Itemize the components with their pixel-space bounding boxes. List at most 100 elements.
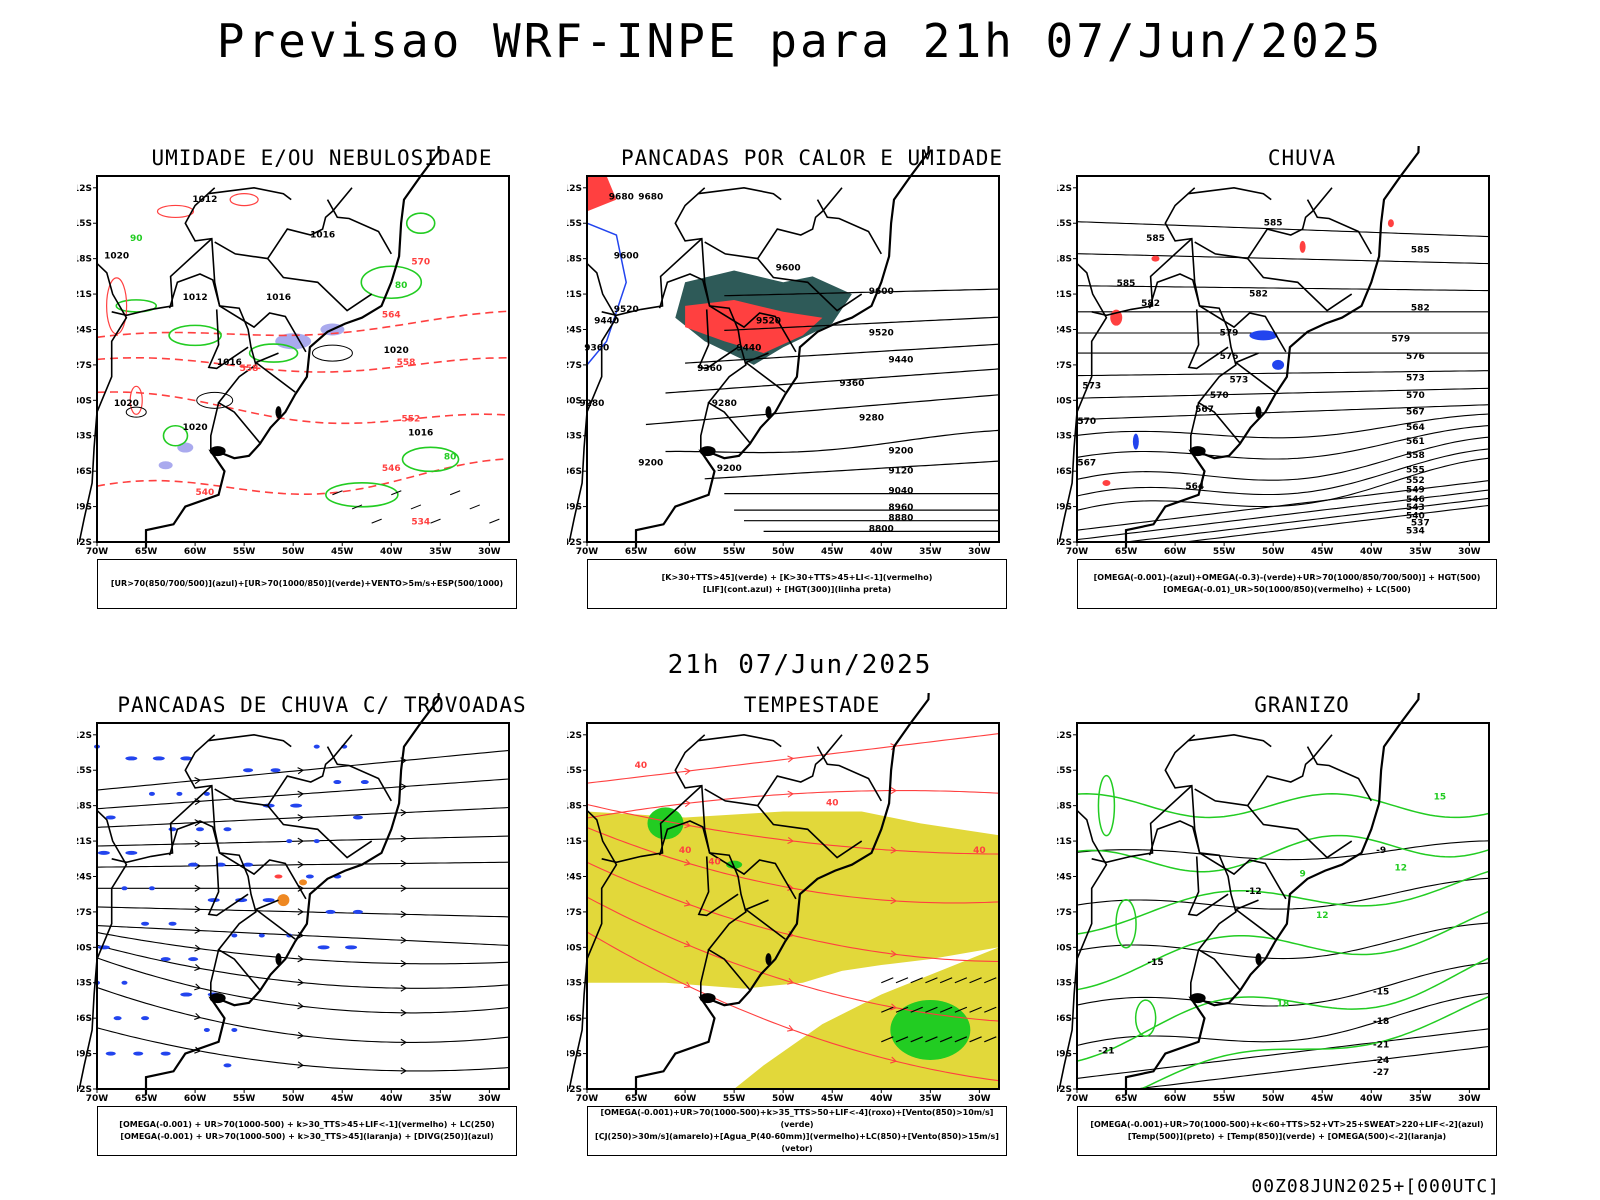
- divergence-blue-blob: [188, 957, 199, 962]
- lat-tick-label: 12S: [77, 184, 92, 194]
- legend-line: [OMEGA(-0.001)-(azul)+OMEGA(-0.3)-(verde…: [1093, 573, 1481, 582]
- contour-label: 546: [382, 464, 401, 474]
- lat-tick-label: 15S: [567, 219, 582, 229]
- contour-label: 564: [1406, 423, 1425, 433]
- divergence-blue-blob: [207, 898, 220, 903]
- divergence-blue-blob: [180, 756, 193, 761]
- wind-vector: [881, 1006, 894, 1013]
- panel-pancadas-calor: PANCADAS POR CALOR E UMIDADE 9680 9680 960…: [567, 146, 1057, 626]
- lat-tick-label: 15S: [1057, 219, 1072, 229]
- streamline-arrow: [194, 840, 202, 848]
- lat-tick-label: 18S: [567, 255, 582, 265]
- lat-tick-label: 30S: [1057, 943, 1072, 953]
- contour-label: 9440: [736, 344, 761, 354]
- contour-label: 1020: [183, 423, 208, 433]
- contour-label: 9520: [869, 328, 894, 338]
- lat-tick-label: 24S: [77, 325, 92, 335]
- contour-label: 1020: [114, 399, 139, 409]
- lon-tick-label: 55W: [1213, 1094, 1236, 1104]
- footer-timestamp: 00Z08JUN2025+[000UTC]: [1251, 1176, 1500, 1197]
- wind850-green-area: [647, 807, 684, 840]
- contour-label: 585: [1117, 279, 1136, 289]
- lon-tick-label: 60W: [674, 547, 697, 557]
- wind-vector: [925, 1036, 938, 1043]
- temp850-contour: [1076, 910, 1490, 991]
- divergence-blue-blob: [360, 780, 369, 785]
- lat-tick-label: 39S: [1057, 1050, 1072, 1060]
- wind-vector: [925, 977, 938, 984]
- rain-red-area: [1102, 479, 1111, 486]
- contour-label: 80: [444, 452, 457, 462]
- lat-tick-label: 21S: [77, 837, 92, 847]
- country-border: [1199, 852, 1287, 900]
- humidity-low-contour: [405, 212, 436, 235]
- streamline: [96, 986, 510, 1043]
- divergence-blue-blob: [286, 839, 293, 844]
- divergence-blue-blob: [333, 780, 342, 785]
- contour-label: 1012: [183, 293, 208, 303]
- temp850-contour-west: [1115, 898, 1137, 949]
- geopotential-contour: [1076, 253, 1490, 265]
- lon-tick-label: 40W: [380, 1094, 403, 1104]
- streamline: [96, 1027, 510, 1072]
- geopotential-contour: [1076, 436, 1490, 481]
- omega-blue-area: [1249, 330, 1278, 341]
- contour-label: 90: [130, 234, 143, 244]
- contour-label: 573: [1229, 376, 1248, 386]
- contour-label: 552: [402, 415, 421, 425]
- country-border: [326, 199, 392, 255]
- contour-label: 8880: [888, 514, 913, 524]
- country-border: [1194, 788, 1248, 807]
- streamline-arrow: [684, 821, 692, 829]
- streamline-arrow: [194, 884, 202, 892]
- lat-tick-label: 18S: [77, 255, 92, 265]
- lat-tick-label: 18S: [1057, 802, 1072, 812]
- contour-label: 9280: [859, 413, 884, 423]
- humidity-low-contour: [162, 424, 189, 447]
- geopotential-contour: [665, 429, 1000, 454]
- contour-label: 40: [635, 761, 648, 771]
- country-border: [744, 899, 786, 940]
- lake-blob: [699, 993, 716, 1004]
- divergence-blue-blob: [223, 827, 232, 832]
- contour-label: -9: [1376, 846, 1386, 856]
- streamline-arrow: [297, 884, 305, 892]
- lat-tick-label: 15S: [567, 766, 582, 776]
- map-frame: [96, 175, 510, 543]
- lon-tick-label: 30W: [968, 547, 991, 557]
- country-border: [658, 820, 711, 856]
- divergence-blue-blob: [105, 815, 116, 820]
- omega-blue-area: [1272, 359, 1285, 370]
- contour-label: 558: [240, 364, 259, 374]
- contour-label: 40: [708, 858, 721, 868]
- lat-tick-label: 39S: [567, 1050, 582, 1060]
- streamline-arrow: [400, 1067, 408, 1075]
- legend-line: [CJ(250)>30m/s](amarelo)+[Agua_P(40-60mm…: [595, 1132, 999, 1153]
- contour-label: 9200: [638, 458, 663, 468]
- divergence-blue-blob: [258, 933, 265, 938]
- lon-tick-label: 50W: [282, 547, 305, 557]
- divergence-blue-blob: [180, 992, 193, 997]
- streamline-arrow: [787, 1024, 795, 1032]
- humidity-contour-red: [129, 385, 143, 415]
- country-border: [1246, 187, 1353, 312]
- country-border: [1246, 734, 1353, 859]
- geopotential-contour: [1077, 497, 1490, 543]
- contour-label: 9520: [756, 317, 781, 327]
- contour-label: 570: [411, 258, 430, 268]
- contour-label: 552: [1406, 476, 1425, 486]
- streamline-arrow: [400, 884, 408, 892]
- streamline-arrow: [890, 846, 898, 854]
- contour-label: 9280: [579, 399, 604, 409]
- streamline: [96, 957, 510, 1014]
- panel-tempestade: TEMPESTADE 40 40 40 40 40 12S 15S 18S 21S 24S 27S 3…: [567, 693, 1057, 1173]
- wind850-green-area: [726, 860, 743, 869]
- pressure-contour: [196, 391, 234, 409]
- lat-tick-label: 27S: [1057, 361, 1072, 371]
- pressure-contour: [125, 406, 147, 418]
- streamline-arrow: [400, 809, 408, 817]
- humidity-contour-red: [156, 204, 195, 219]
- lat-tick-label: 24S: [567, 872, 582, 882]
- humidity-contour-red: [229, 193, 259, 207]
- contour-label: 585: [1146, 234, 1165, 244]
